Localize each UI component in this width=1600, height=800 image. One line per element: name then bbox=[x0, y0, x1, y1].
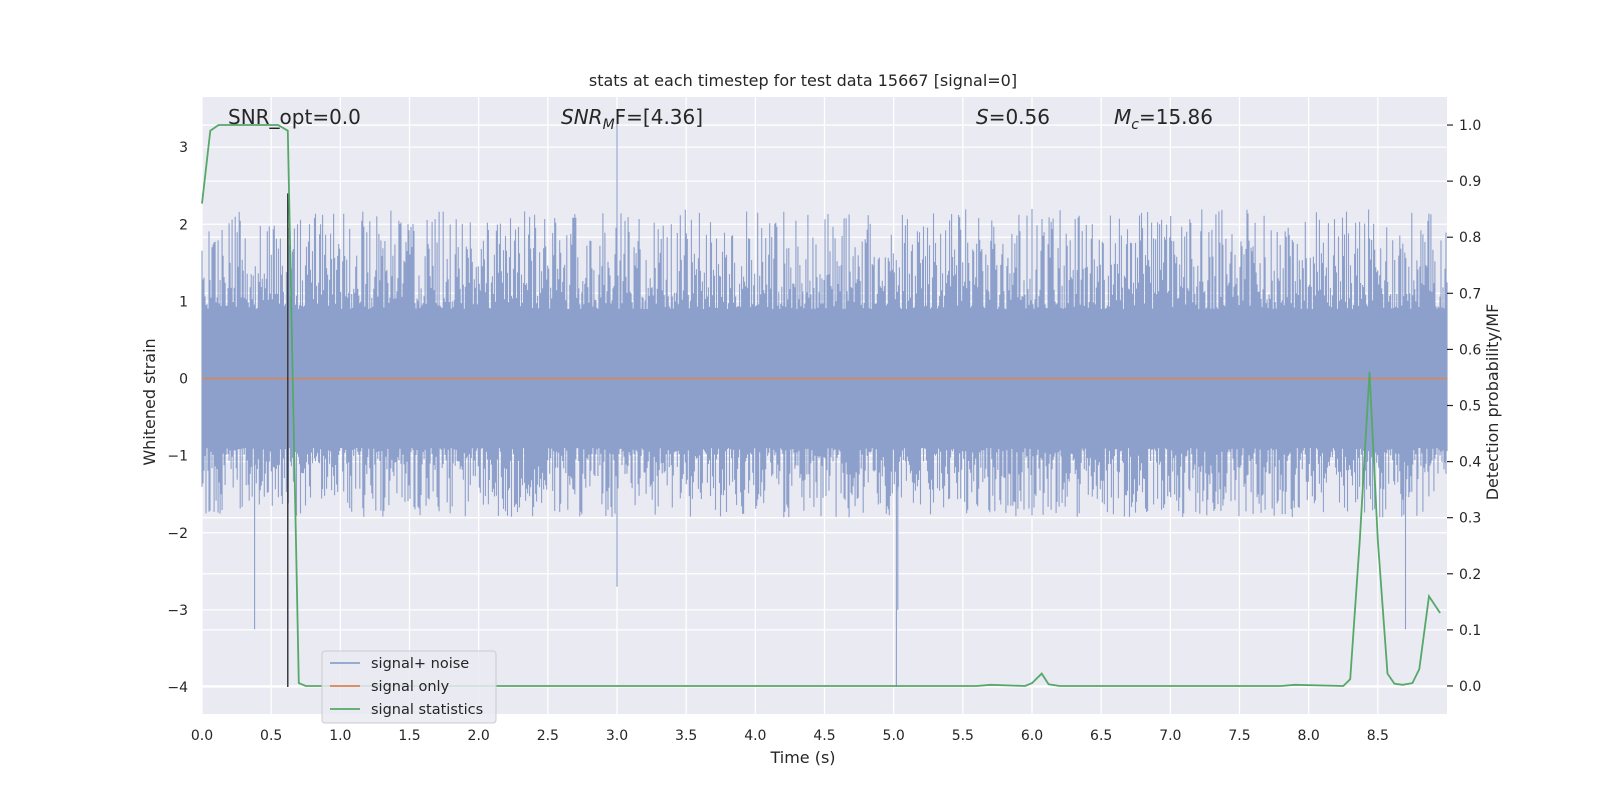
y-right-tick-label: 0.9 bbox=[1459, 174, 1481, 190]
x-tick-label: 7.5 bbox=[1228, 728, 1250, 744]
y-axis-left-label: Whitened strain bbox=[140, 338, 159, 465]
x-tick-label: 5.0 bbox=[883, 728, 905, 744]
x-tick-label: 1.0 bbox=[329, 728, 351, 744]
x-tick-label: 3.0 bbox=[606, 728, 628, 744]
x-tick-label: 5.5 bbox=[952, 728, 974, 744]
annotation-mc: Mc=15.86 bbox=[1114, 105, 1213, 133]
annotation-s: S=0.56 bbox=[976, 105, 1050, 129]
legend-label-signal-noise: signal+ noise bbox=[371, 656, 469, 672]
y-right-tick-label: 0.8 bbox=[1459, 230, 1481, 246]
x-axis-ticks: 0.0 0.5 1.0 1.5 2.0 2.5 3.0 3.5 4.0 4.5 5.0 5.5 6.0 6… bbox=[191, 728, 1389, 744]
y-right-tick-label: 0.0 bbox=[1459, 679, 1481, 695]
y-right-tick-label: 0.6 bbox=[1459, 342, 1481, 358]
noise-trace bbox=[201, 124, 1448, 687]
legend: signal+ noise signal only signal statist… bbox=[321, 650, 497, 724]
x-tick-label: 0.5 bbox=[260, 728, 282, 744]
y-axis-right-ticks: 1.0 0.9 0.8 0.7 0.6 0.5 0.4 0.3 0.2 0.1 0.0 bbox=[1447, 118, 1481, 695]
x-tick-label: 4.0 bbox=[744, 728, 766, 744]
x-tick-label: 3.5 bbox=[675, 728, 697, 744]
x-tick-label: 0.0 bbox=[191, 728, 213, 744]
y-left-tick-label: −1 bbox=[167, 449, 188, 465]
y-right-tick-label: 0.2 bbox=[1459, 567, 1481, 583]
x-tick-label: 6.0 bbox=[1021, 728, 1043, 744]
series-signal-statistics bbox=[201, 124, 1441, 687]
legend-box bbox=[321, 650, 497, 724]
x-tick-label: 6.5 bbox=[1090, 728, 1112, 744]
y-left-tick-label: −3 bbox=[167, 603, 188, 619]
x-tick-label: 2.0 bbox=[468, 728, 490, 744]
y-axis-right-label: Detection probability/MF bbox=[1483, 304, 1502, 501]
legend-label-signal-only: signal only bbox=[371, 679, 450, 695]
y-axis-left-ticks: 3 2 1 0 −1 −2 −3 −4 bbox=[167, 140, 188, 696]
y-right-tick-label: 0.3 bbox=[1459, 511, 1481, 527]
y-left-tick-label: 0 bbox=[179, 372, 188, 388]
y-right-tick-label: 0.7 bbox=[1459, 286, 1481, 302]
x-tick-label: 8.5 bbox=[1367, 728, 1389, 744]
y-left-tick-label: 3 bbox=[179, 140, 188, 156]
y-left-tick-label: 2 bbox=[179, 217, 188, 233]
legend-label-signal-statistics: signal statistics bbox=[371, 702, 483, 718]
x-tick-label: 1.5 bbox=[398, 728, 420, 744]
x-tick-label: 2.5 bbox=[537, 728, 559, 744]
chart-title: stats at each timestep for test data 156… bbox=[589, 71, 1017, 90]
y-left-tick-label: −4 bbox=[167, 680, 188, 696]
x-tick-label: 7.0 bbox=[1159, 728, 1181, 744]
y-right-tick-label: 0.1 bbox=[1459, 623, 1481, 639]
x-tick-label: 8.0 bbox=[1298, 728, 1320, 744]
y-right-tick-label: 0.4 bbox=[1459, 455, 1481, 471]
x-axis-label: Time (s) bbox=[769, 748, 835, 767]
y-right-tick-label: 1.0 bbox=[1459, 118, 1481, 134]
x-tick-label: 4.5 bbox=[813, 728, 835, 744]
annotation-snr-opt: SNR_opt=0.0 bbox=[228, 105, 361, 129]
y-left-tick-label: −2 bbox=[167, 526, 188, 542]
annotation-snr-mf: SNRMF=[4.36] bbox=[561, 105, 703, 133]
y-left-tick-label: 1 bbox=[179, 294, 188, 310]
y-right-tick-label: 0.5 bbox=[1459, 399, 1481, 415]
